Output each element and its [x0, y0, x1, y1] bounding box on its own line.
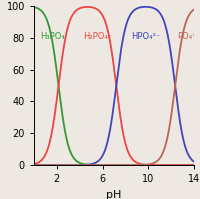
Text: PO₄³⁻: PO₄³⁻ — [177, 32, 200, 41]
Text: HPO₄²⁻: HPO₄²⁻ — [131, 32, 160, 41]
Text: H₂PO₄⁻: H₂PO₄⁻ — [83, 32, 112, 41]
Y-axis label: % formation: % formation — [0, 56, 1, 115]
X-axis label: pH: pH — [106, 190, 122, 199]
Text: H₃PO₄: H₃PO₄ — [40, 32, 65, 41]
